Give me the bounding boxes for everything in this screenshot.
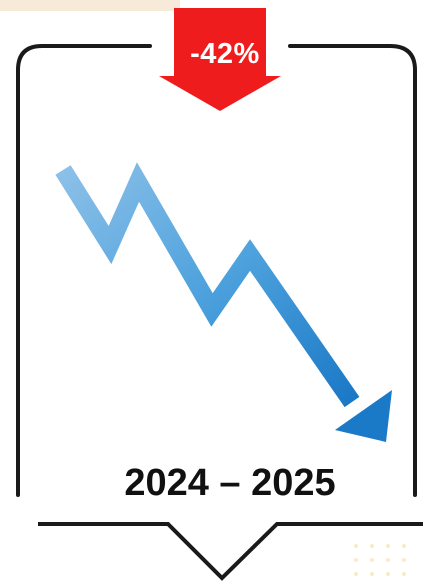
zigzag-down-arrow-icon (63, 170, 392, 442)
decorative-dot-grid (350, 540, 420, 584)
period-label: 2024 – 2025 (60, 458, 400, 508)
frame-top-left (18, 46, 150, 495)
percent-change-label: -42% (174, 28, 276, 80)
